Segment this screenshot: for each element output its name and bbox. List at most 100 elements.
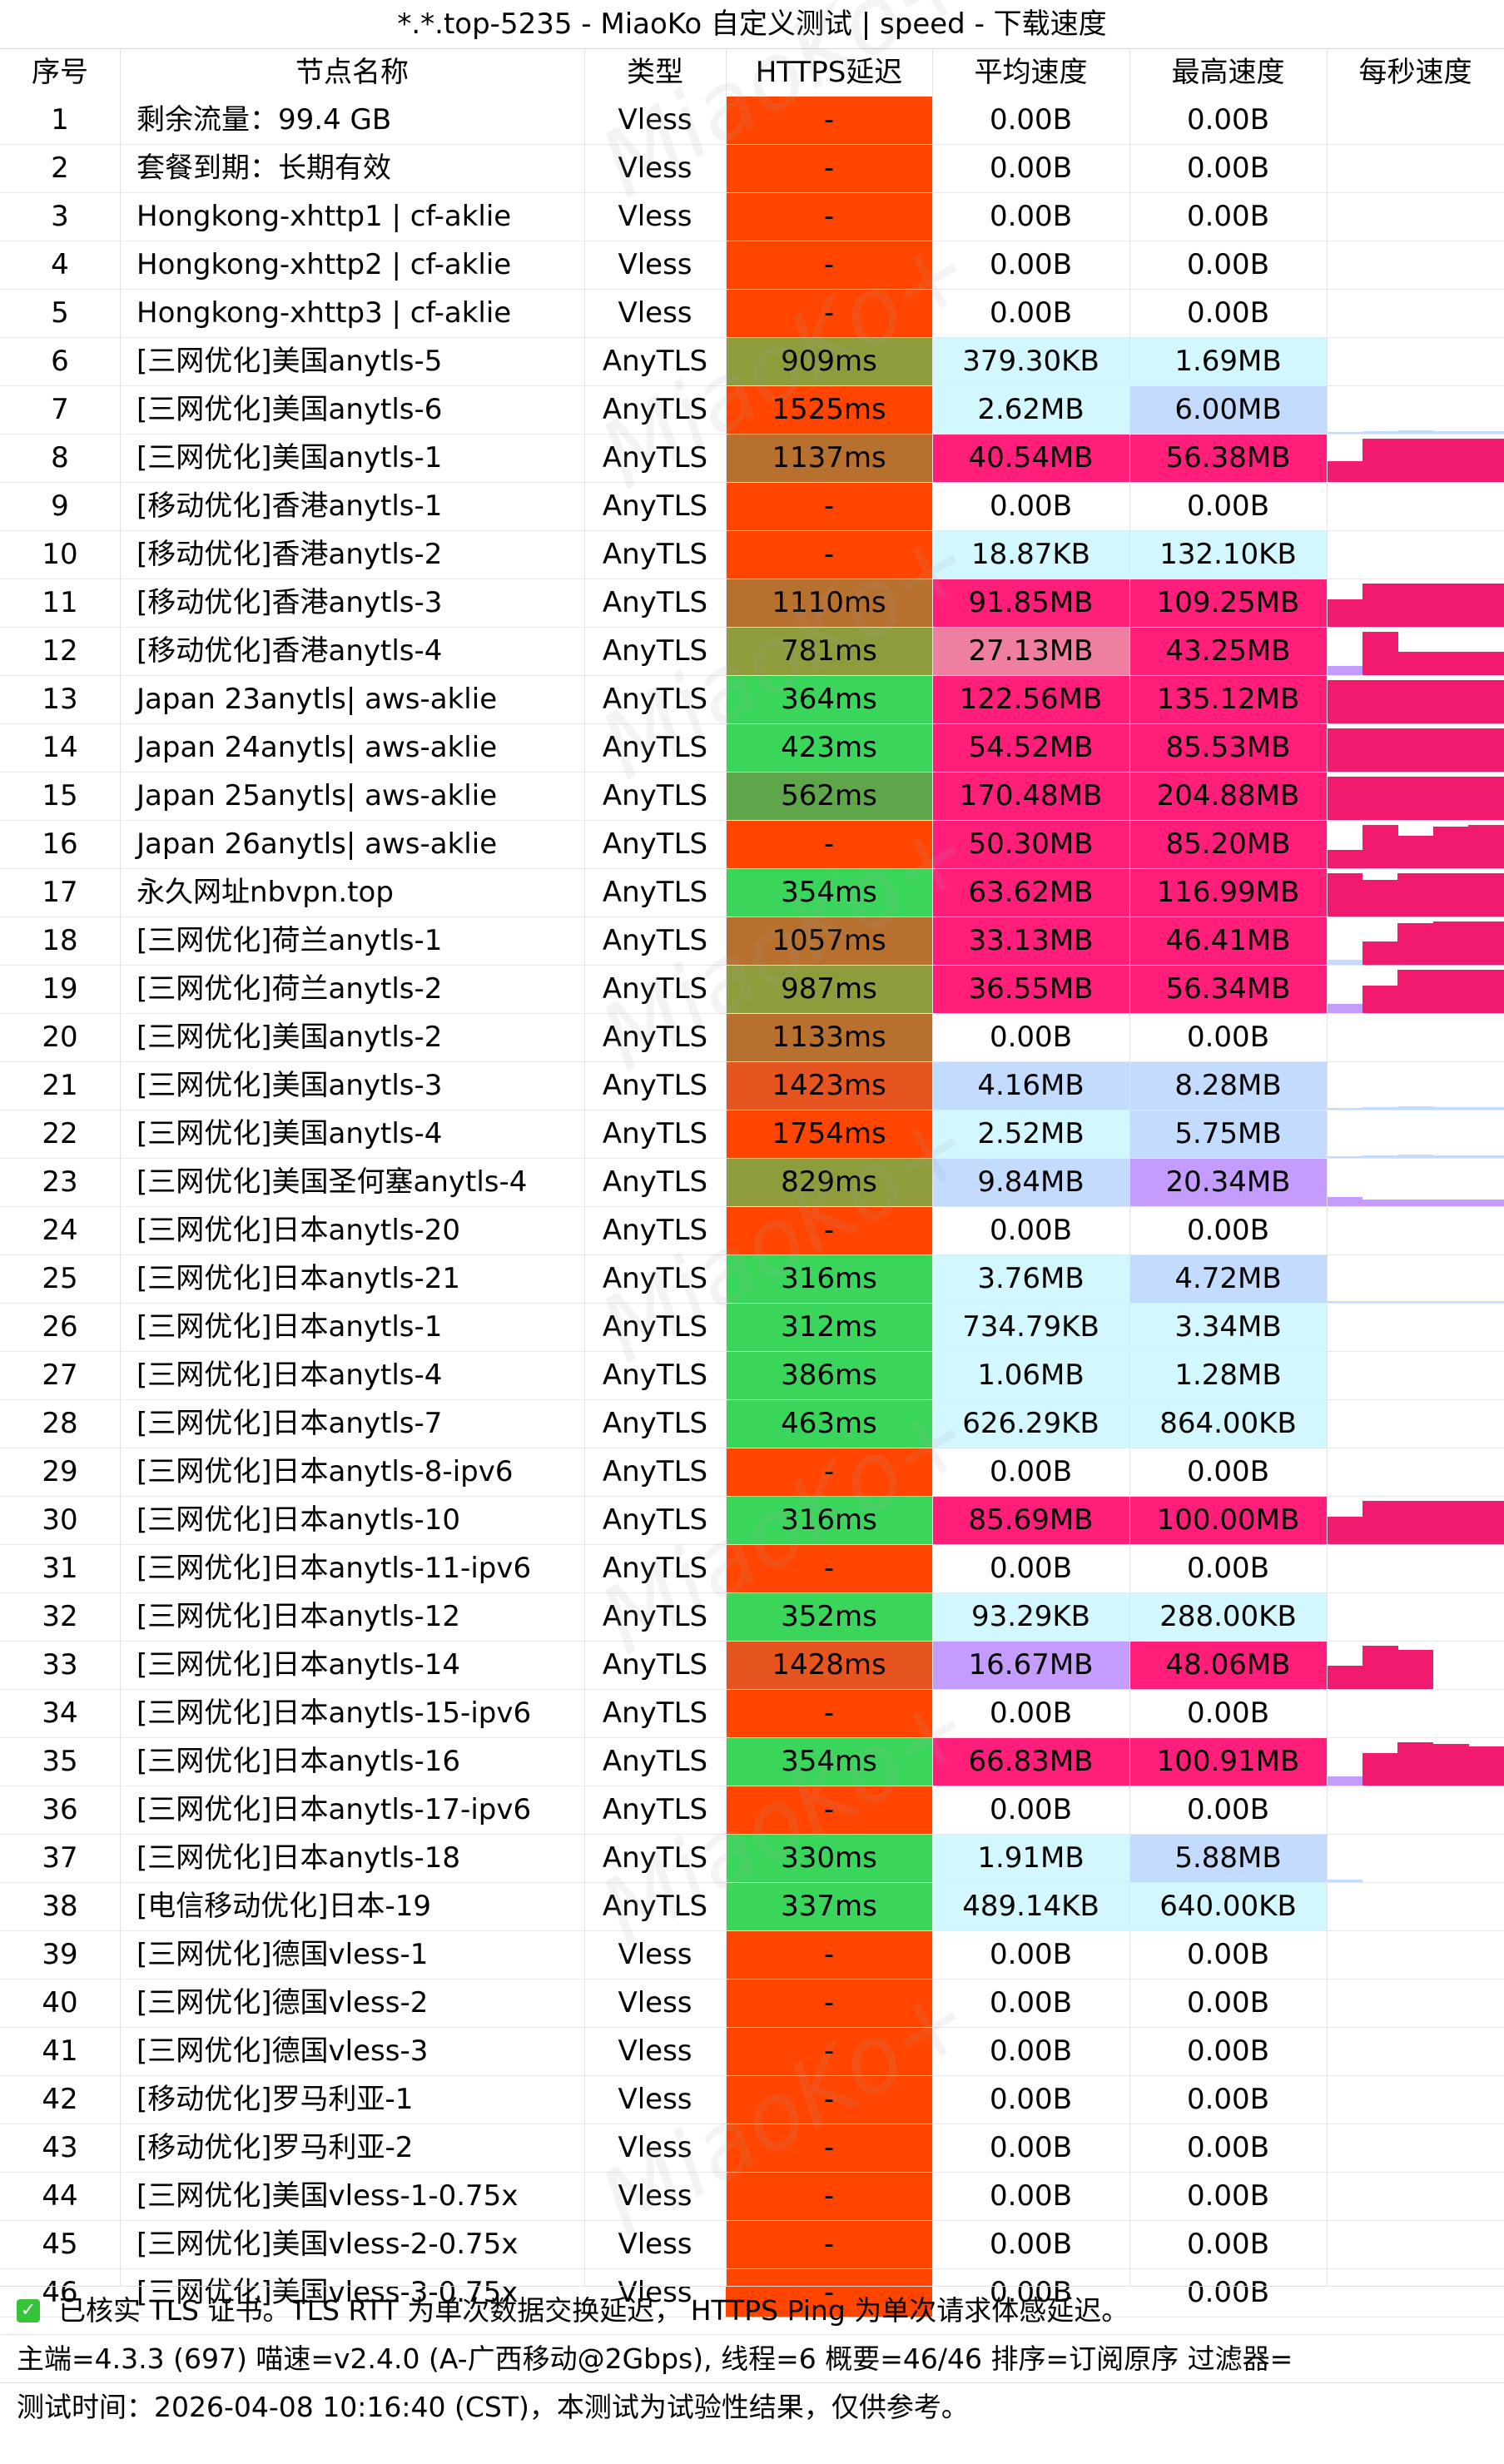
check-icon: ✓ — [17, 2299, 40, 2322]
row-node-name: [移动优化]香港anytls-1 — [137, 489, 443, 523]
sparkline-bar — [1432, 728, 1469, 772]
sparkline-bar — [1468, 680, 1504, 723]
row-max-speed: 8.28MB — [1129, 1062, 1327, 1110]
table-row: 25 [三网优化]日本anytls-21 AnyTLS 316ms 3.76MB 4.72… — [0, 1255, 1504, 1304]
row-per-second-sparkline — [1327, 1255, 1504, 1303]
table-row: 35 [三网优化]日本anytls-16 AnyTLS 354ms 66.83MB 100… — [0, 1738, 1504, 1786]
sparkline-bar — [1432, 652, 1469, 675]
sparkline-bar — [1397, 1155, 1434, 1158]
row-max-speed: 85.53MB — [1129, 724, 1327, 772]
sparkline-bar — [1362, 431, 1398, 434]
row-type: AnyTLS — [602, 1890, 708, 1923]
row-latency: - — [726, 821, 932, 868]
row-node-name: [三网优化]日本anytls-21 — [137, 1262, 461, 1295]
table-row: 42 [移动优化]罗马利亚-1 Vless - 0.00B 0.00B — [0, 2076, 1504, 2124]
row-per-second-sparkline — [1327, 1835, 1504, 1882]
row-per-second-sparkline — [1327, 1159, 1504, 1206]
row-type: AnyTLS — [602, 1696, 708, 1730]
row-max-speed: 0.00B — [1186, 103, 1270, 137]
table-row: 13 Japan 23anytls| aws-aklie AnyTLS 364ms 12… — [0, 676, 1504, 724]
sparkline-bar — [1362, 1646, 1398, 1689]
row-avg-speed: 0.00B — [989, 2228, 1073, 2261]
row-type: AnyTLS — [602, 489, 708, 523]
row-max-speed: 0.00B — [1186, 2131, 1270, 2164]
table-row: 41 [三网优化]德国vless-3 Vless - 0.00B 0.00B — [0, 2028, 1504, 2076]
row-type: Vless — [618, 248, 692, 281]
row-per-second-sparkline — [1327, 2076, 1504, 2124]
row-avg-speed: 3.76MB — [932, 1255, 1129, 1303]
table-row: 16 Japan 26anytls| aws-aklie AnyTLS -50.30M… — [0, 821, 1504, 869]
row-latency: 316ms — [726, 1255, 932, 1303]
row-avg-speed: 2.62MB — [932, 386, 1129, 434]
row-max-speed: 204.88MB — [1129, 772, 1327, 820]
row-max-speed: 56.34MB — [1129, 966, 1327, 1013]
sparkline-bar — [1397, 430, 1434, 434]
row-node-name: [移动优化]香港anytls-3 — [137, 586, 443, 619]
row-index: 46 — [42, 2276, 78, 2309]
row-avg-speed: 0.00B — [989, 2131, 1073, 2164]
row-avg-speed: 93.29KB — [932, 1593, 1129, 1641]
row-index: 23 — [42, 1165, 78, 1199]
row-per-second-sparkline — [1327, 2173, 1504, 2220]
row-max-speed: 132.10KB — [1129, 531, 1327, 579]
header-node-name: 节点名称 — [295, 56, 409, 89]
row-node-name: Japan 23anytls| aws-aklie — [137, 683, 498, 716]
row-index: 34 — [42, 1696, 78, 1730]
sparkline-bar — [1362, 941, 1398, 965]
sparkline-bar — [1327, 1880, 1363, 1882]
sparkline-bar — [1397, 1106, 1434, 1110]
row-per-second-sparkline — [1327, 531, 1504, 579]
sparkline-bar — [1397, 836, 1434, 868]
row-per-second-sparkline — [1327, 1980, 1504, 2027]
row-latency: - — [726, 1931, 932, 1979]
row-per-second-sparkline — [1327, 676, 1504, 723]
row-node-name: [移动优化]罗马利亚-1 — [137, 2083, 414, 2116]
row-index: 35 — [42, 1745, 78, 1778]
table-row: 23 [三网优化]美国圣何塞anytls-4 AnyTLS 829ms 9.84MB 20… — [0, 1159, 1504, 1207]
row-node-name: [三网优化]日本anytls-7 — [137, 1407, 443, 1440]
sparkline-bar — [1362, 680, 1398, 723]
row-index: 9 — [51, 489, 69, 523]
row-max-speed: 0.00B — [1186, 1986, 1270, 2019]
row-latency: - — [726, 483, 932, 530]
row-avg-speed: 50.30MB — [932, 821, 1129, 868]
row-per-second-sparkline — [1327, 1110, 1504, 1158]
table-row: 24 [三网优化]日本anytls-20 AnyTLS - 0.00B 0.00B — [0, 1207, 1504, 1255]
row-max-speed: 0.00B — [1186, 2083, 1270, 2116]
row-max-speed: 0.00B — [1186, 296, 1270, 330]
row-index: 37 — [42, 1841, 78, 1875]
row-index: 16 — [42, 827, 78, 861]
row-avg-speed: 91.85MB — [932, 579, 1129, 627]
row-type: Vless — [618, 2228, 692, 2261]
sparkline-bar — [1362, 728, 1398, 772]
sparkline-bar — [1362, 1107, 1398, 1110]
sparkline-bar — [1397, 777, 1434, 820]
table-row: 5 Hongkong-xhttp3 | cf-aklie Vless - 0.00B 0.… — [0, 290, 1504, 338]
row-node-name: [三网优化]日本anytls-12 — [137, 1600, 461, 1633]
row-index: 21 — [42, 1069, 78, 1102]
table-row: 20 [三网优化]美国anytls-2 AnyTLS 1133ms 0.00B 0.00B — [0, 1014, 1504, 1062]
row-max-speed: 85.20MB — [1129, 821, 1327, 868]
sparkline-bar — [1468, 1301, 1504, 1303]
footer-tls-note: 已核实 TLS 证书。TLS RTT 为单次数据交换延迟， HTTPS Ping… — [58, 2294, 1129, 2327]
row-avg-speed: 379.30KB — [932, 338, 1129, 385]
row-index: 38 — [42, 1890, 78, 1923]
row-type: AnyTLS — [602, 586, 708, 619]
row-node-name: [三网优化]美国vless-3-0.75x — [137, 2276, 519, 2309]
row-index: 33 — [42, 1648, 78, 1682]
sparkline-bar — [1362, 880, 1398, 917]
row-node-name: [三网优化]美国vless-1-0.75x — [137, 2179, 519, 2213]
row-latency: 330ms — [726, 1835, 932, 1882]
sparkline-bar — [1362, 439, 1398, 482]
sparkline-bar — [1327, 873, 1363, 917]
sparkline-bar — [1432, 1155, 1469, 1158]
column-divider — [726, 48, 727, 2286]
row-type: AnyTLS — [602, 1745, 708, 1778]
row-max-speed: 0.00B — [1186, 489, 1270, 523]
table-row: 39 [三网优化]德国vless-1 Vless - 0.00B 0.00B — [0, 1931, 1504, 1980]
row-index: 17 — [42, 876, 78, 909]
row-node-name: [移动优化]香港anytls-2 — [137, 538, 443, 571]
row-latency: - — [726, 1690, 932, 1737]
sparkline-bar — [1468, 1155, 1504, 1158]
row-latency: 354ms — [726, 869, 932, 917]
